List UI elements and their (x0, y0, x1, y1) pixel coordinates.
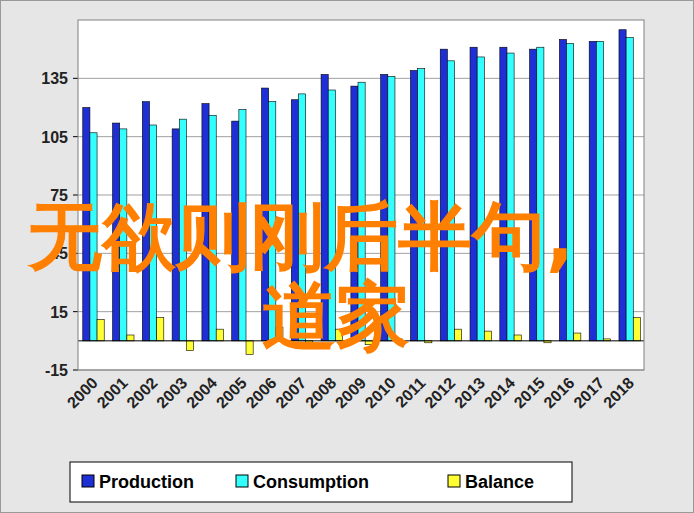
legend-swatch (448, 475, 460, 487)
bar (455, 329, 462, 341)
x-tick-label: 2004 (183, 374, 220, 411)
x-tick-label: 2005 (213, 374, 250, 411)
bar (484, 331, 491, 341)
legend-swatch (82, 475, 94, 487)
y-tick-label: 15 (50, 304, 68, 321)
x-tick-label: 2003 (153, 374, 190, 411)
x-tick-label: 2015 (511, 374, 548, 411)
annotation: 无欲则刚后半句, (26, 193, 574, 279)
x-tick-label: 2009 (332, 374, 369, 411)
bar (157, 318, 164, 341)
x-tick-label: 2013 (451, 374, 488, 411)
y-tick (73, 136, 78, 137)
bar (186, 341, 193, 351)
legend-label: Production (99, 472, 194, 492)
annotation: 道家 (262, 273, 410, 359)
y-tick (73, 78, 78, 79)
x-tick-label: 2011 (392, 374, 429, 411)
y-tick-label: 135 (41, 70, 68, 87)
bar (626, 38, 633, 341)
chart-container: -151545751051352000200120022003200420052… (0, 0, 694, 513)
legend-label: Consumption (253, 472, 369, 492)
x-tick-label: 2010 (362, 374, 399, 411)
y-tick-label: 105 (41, 129, 68, 146)
bar (589, 41, 596, 340)
x-tick-label: 2012 (421, 374, 458, 411)
bar (574, 333, 581, 341)
y-tick (73, 370, 78, 371)
x-tick-label: 2002 (123, 374, 160, 411)
bar (633, 318, 640, 341)
legend-label: Balance (465, 472, 534, 492)
bar (246, 341, 253, 355)
legend-box (70, 462, 572, 502)
x-tick-label: 2000 (64, 374, 101, 411)
legend-swatch (236, 475, 248, 487)
bar (216, 329, 223, 341)
bar (596, 41, 603, 340)
x-tick-label: 2006 (243, 374, 280, 411)
x-tick-label: 2007 (272, 374, 309, 411)
background (1, 1, 694, 513)
bar (97, 319, 104, 340)
x-tick-label: 2001 (94, 374, 131, 411)
x-tick-label: 2017 (570, 374, 607, 411)
chart-svg: -151545751051352000200120022003200420052… (0, 0, 694, 513)
bar (619, 30, 626, 341)
x-tick-label: 2008 (302, 374, 339, 411)
x-tick-label: 2018 (600, 374, 637, 411)
y-tick (73, 311, 78, 312)
x-tick-label: 2016 (540, 374, 577, 411)
bar (127, 335, 134, 341)
x-tick-label: 2014 (481, 374, 518, 411)
bar (559, 39, 566, 340)
bar (514, 335, 521, 341)
y-tick-label: -15 (45, 362, 68, 379)
